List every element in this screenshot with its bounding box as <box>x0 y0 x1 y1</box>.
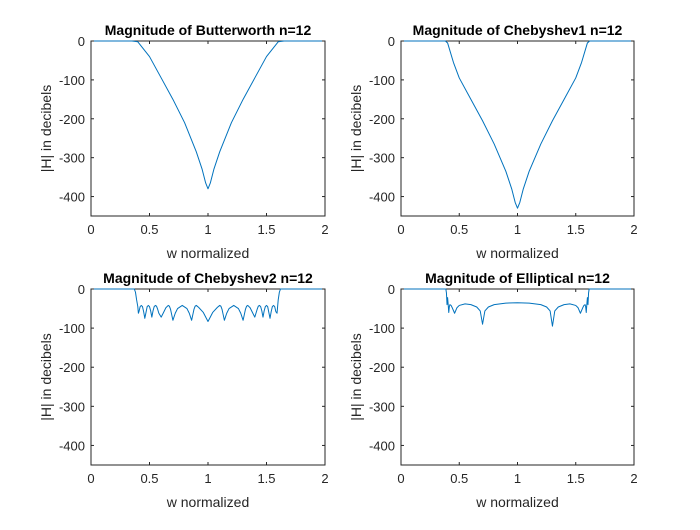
y-tick-label: -400 <box>59 438 85 453</box>
x-tick-label: 0.5 <box>450 471 468 486</box>
y-tick-label: -300 <box>59 399 85 414</box>
x-tick-label: 2 <box>630 222 637 237</box>
y-tick-label: -100 <box>59 321 85 336</box>
x-axis-label: w normalized <box>475 245 558 261</box>
y-tick-label: -400 <box>369 190 395 205</box>
y-tick-label: -100 <box>369 321 395 336</box>
x-tick-label: 2 <box>630 471 637 486</box>
series-line-0 <box>401 40 634 209</box>
x-tick-label: 1.5 <box>257 471 275 486</box>
x-tick-label: 1 <box>514 471 521 486</box>
x-tick-label: 1 <box>204 222 211 237</box>
x-tick-label: 2 <box>321 471 328 486</box>
x-tick-label: 1.5 <box>567 471 585 486</box>
y-tick-label: -300 <box>369 399 395 414</box>
y-tick-label: -400 <box>369 438 395 453</box>
chart-title: Magnitude of Chebyshev2 n=12 <box>103 270 313 286</box>
x-tick-label: 0 <box>87 222 94 237</box>
y-tick-label: -400 <box>59 190 85 205</box>
series-line-0 <box>91 288 325 322</box>
axes-frame <box>90 40 326 217</box>
x-axis-label: w normalized <box>475 494 558 510</box>
x-tick-label: 2 <box>321 222 328 237</box>
y-tick-label: -300 <box>59 151 85 166</box>
y-axis-label: |H| in decibels <box>348 85 364 172</box>
x-tick-label: 1 <box>514 222 521 237</box>
subplot-chebyshev1: 0 0.5 1 1.5 2 0 -100 -200 -300 -400 Magnitude of C… <box>348 22 638 261</box>
axes-frame <box>400 288 635 466</box>
y-tick-label: -200 <box>59 112 85 127</box>
y-tick-label: -200 <box>59 360 85 375</box>
subplot-elliptical: 0 0.5 1 1.5 2 0 -100 -200 -300 -400 Magnitude of E… <box>348 270 638 510</box>
x-tick-label: 0 <box>397 471 404 486</box>
y-tick-label: -100 <box>59 73 85 88</box>
y-tick-label: 0 <box>388 282 395 297</box>
x-tick-label: 1 <box>204 471 211 486</box>
x-tick-label: 1.5 <box>257 222 275 237</box>
y-axis-label: |H| in decibels <box>348 333 364 420</box>
y-tick-label: -300 <box>369 151 395 166</box>
axes-frame <box>400 40 635 217</box>
y-axis-label: |H| in decibels <box>38 85 54 172</box>
x-axis-label: w normalized <box>166 494 249 510</box>
y-tick-label: -200 <box>369 360 395 375</box>
axes-frame <box>90 288 326 466</box>
x-tick-label: 0.5 <box>140 471 158 486</box>
subplot-butterworth: 0 0.5 1 1.5 2 0 -100 -200 -300 -400 Magnitude of B… <box>38 22 329 261</box>
chart-title: Magnitude of Butterworth n=12 <box>105 22 312 38</box>
x-tick-label: 0.5 <box>140 222 158 237</box>
x-axis-label: w normalized <box>166 245 249 261</box>
x-tick-label: 0 <box>397 222 404 237</box>
series-line-0 <box>91 40 325 190</box>
chart-title: Magnitude of Chebyshev1 n=12 <box>413 22 623 38</box>
y-tick-label: 0 <box>388 34 395 49</box>
x-tick-label: 1.5 <box>567 222 585 237</box>
chart-title: Magnitude of Elliptical n=12 <box>425 270 610 286</box>
y-tick-label: -100 <box>369 73 395 88</box>
y-tick-label: -200 <box>369 112 395 127</box>
subplot-chebyshev2: 0 0.5 1 1.5 2 0 -100 -200 -300 -400 Magnitude of C… <box>38 270 329 510</box>
y-tick-label: 0 <box>78 282 85 297</box>
y-tick-label: 0 <box>78 34 85 49</box>
x-tick-label: 0 <box>87 471 94 486</box>
y-axis-label: |H| in decibels <box>38 333 54 420</box>
x-tick-label: 0.5 <box>450 222 468 237</box>
series-line-0 <box>401 288 634 327</box>
